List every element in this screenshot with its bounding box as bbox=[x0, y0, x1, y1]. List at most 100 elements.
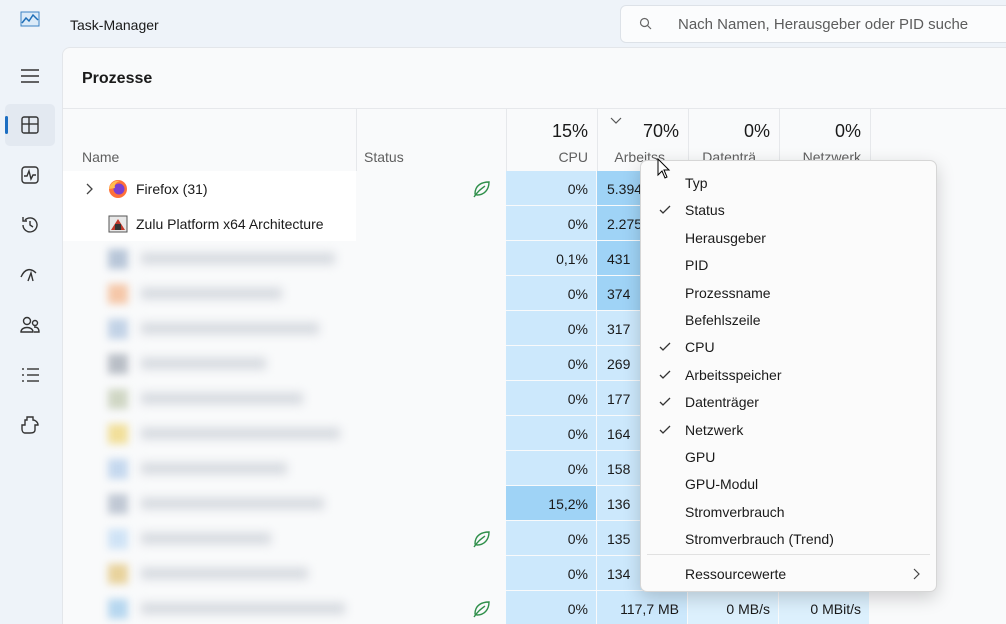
window-title: Task-Manager bbox=[70, 17, 159, 33]
memory-value: 117,7 MB bbox=[620, 601, 679, 617]
blurred-icon bbox=[108, 319, 128, 339]
cpu-value: 0% bbox=[567, 601, 588, 617]
nav-startup[interactable] bbox=[18, 263, 42, 287]
menu-item-label: Ressourcewerte bbox=[685, 566, 787, 582]
column-percent: 70% bbox=[642, 121, 679, 141]
menu-item[interactable]: Arbeitsspeicher bbox=[645, 362, 930, 388]
cpu-value: 0% bbox=[567, 286, 588, 302]
menu-item[interactable]: Prozessname bbox=[645, 280, 930, 306]
blurred-name bbox=[141, 463, 287, 474]
menu-item-label: Datenträger bbox=[685, 394, 759, 411]
mouse-cursor bbox=[657, 158, 671, 179]
blurred-name bbox=[141, 323, 319, 334]
blurred-icon bbox=[108, 284, 128, 304]
memory-value: 317 bbox=[607, 321, 631, 337]
cpu-value: 0% bbox=[567, 391, 588, 407]
blurred-name bbox=[141, 393, 303, 404]
cpu-value: 0% bbox=[567, 356, 588, 372]
cpu-cell bbox=[506, 241, 596, 275]
column-separator bbox=[356, 109, 357, 171]
menu-item[interactable]: Typ bbox=[645, 170, 930, 196]
menu-item[interactable]: PID bbox=[645, 252, 930, 278]
menu-item[interactable]: Befehlszeile bbox=[645, 307, 930, 333]
column-header[interactable]: Status bbox=[364, 149, 404, 165]
blurred-icon bbox=[108, 389, 128, 409]
memory-value: 269 bbox=[607, 356, 631, 372]
cpu-cell bbox=[506, 416, 596, 450]
app-icon bbox=[20, 11, 40, 27]
cpu-cell bbox=[506, 311, 596, 345]
nav-services[interactable] bbox=[18, 413, 42, 437]
menu-item[interactable]: Netzwerk bbox=[645, 417, 930, 443]
row-highlight bbox=[63, 171, 356, 206]
submenu-arrow bbox=[913, 568, 920, 580]
column-header[interactable]: CPU bbox=[558, 149, 588, 165]
column-separator bbox=[506, 109, 507, 171]
blurred-icon bbox=[108, 494, 128, 514]
menu-item-label: GPU-Modul bbox=[685, 476, 759, 493]
efficiency-leaf bbox=[473, 531, 490, 548]
menu-item-label: Typ bbox=[685, 175, 708, 191]
column-separator bbox=[779, 109, 780, 171]
check-mark bbox=[659, 425, 671, 434]
menu-button[interactable] bbox=[18, 64, 42, 88]
disk-cell bbox=[688, 591, 778, 624]
blurred-icon bbox=[108, 459, 128, 479]
blurred-icon bbox=[108, 564, 128, 584]
menu-item[interactable]: Datenträger bbox=[645, 389, 930, 415]
process-name[interactable]: Zulu Platform x64 Architecture bbox=[136, 216, 324, 232]
column-percent: 0% bbox=[834, 121, 861, 141]
blurred-name bbox=[141, 428, 340, 439]
nav-details[interactable] bbox=[18, 363, 42, 387]
nav-users[interactable] bbox=[18, 313, 42, 337]
menu-item[interactable]: GPU-Modul bbox=[645, 471, 930, 497]
cpu-cell bbox=[506, 521, 596, 555]
cpu-cell bbox=[506, 276, 596, 310]
menu-separator bbox=[647, 554, 930, 555]
network-cell bbox=[779, 591, 869, 624]
nav-history[interactable] bbox=[18, 213, 42, 237]
menu-item[interactable]: CPU bbox=[645, 334, 930, 360]
blurred-icon bbox=[108, 354, 128, 374]
app-icon bbox=[109, 180, 127, 198]
memory-value: 2.275 bbox=[607, 216, 643, 232]
menu-item-label: Netzwerk bbox=[685, 421, 744, 438]
menu-item[interactable]: Status bbox=[645, 197, 930, 223]
efficiency-leaf bbox=[473, 601, 490, 618]
memory-value: 136 bbox=[607, 496, 631, 512]
memory-value: 5.394 bbox=[607, 181, 643, 197]
search-box[interactable]: Nach Namen, Herausgeber oder PID suche bbox=[620, 5, 1006, 43]
cpu-cell bbox=[506, 206, 596, 240]
memory-value: 134 bbox=[607, 566, 631, 582]
menu-item-label: Arbeitsspeicher bbox=[685, 366, 782, 383]
nav-processes[interactable] bbox=[18, 113, 42, 137]
column-separator bbox=[597, 109, 598, 171]
memory-value: 158 bbox=[607, 461, 631, 477]
menu-item-label: Herausgeber bbox=[685, 229, 766, 246]
memory-cell bbox=[597, 591, 687, 624]
nav-performance[interactable] bbox=[18, 163, 42, 187]
menu-item-label: Status bbox=[685, 202, 725, 219]
search-placeholder: Nach Namen, Herausgeber oder PID suche bbox=[678, 16, 969, 33]
menu-item[interactable]: Herausgeber bbox=[645, 225, 930, 251]
process-name[interactable]: Firefox (31) bbox=[136, 181, 208, 197]
blurred-icon bbox=[108, 249, 128, 269]
blurred-name bbox=[141, 288, 282, 299]
menu-item[interactable]: Ressourcewerte bbox=[645, 560, 930, 586]
menu-item[interactable]: Stromverbrauch bbox=[645, 499, 930, 525]
search-icon bbox=[639, 17, 652, 30]
column-header[interactable]: Name bbox=[82, 149, 120, 165]
column-separator bbox=[870, 109, 871, 171]
check-mark bbox=[659, 205, 671, 215]
menu-item[interactable]: Stromverbrauch (Trend) bbox=[645, 526, 930, 552]
check-mark bbox=[659, 397, 671, 407]
memory-value: 135 bbox=[607, 531, 631, 547]
cpu-value: 0% bbox=[567, 321, 588, 337]
cpu-cell bbox=[506, 451, 596, 485]
check-mark bbox=[659, 370, 671, 379]
cpu-value: 0% bbox=[567, 566, 588, 582]
menu-item[interactable]: GPU bbox=[645, 444, 930, 470]
menu-item-label: PID bbox=[685, 257, 709, 274]
divider bbox=[63, 108, 1006, 109]
cpu-cell bbox=[506, 556, 596, 590]
